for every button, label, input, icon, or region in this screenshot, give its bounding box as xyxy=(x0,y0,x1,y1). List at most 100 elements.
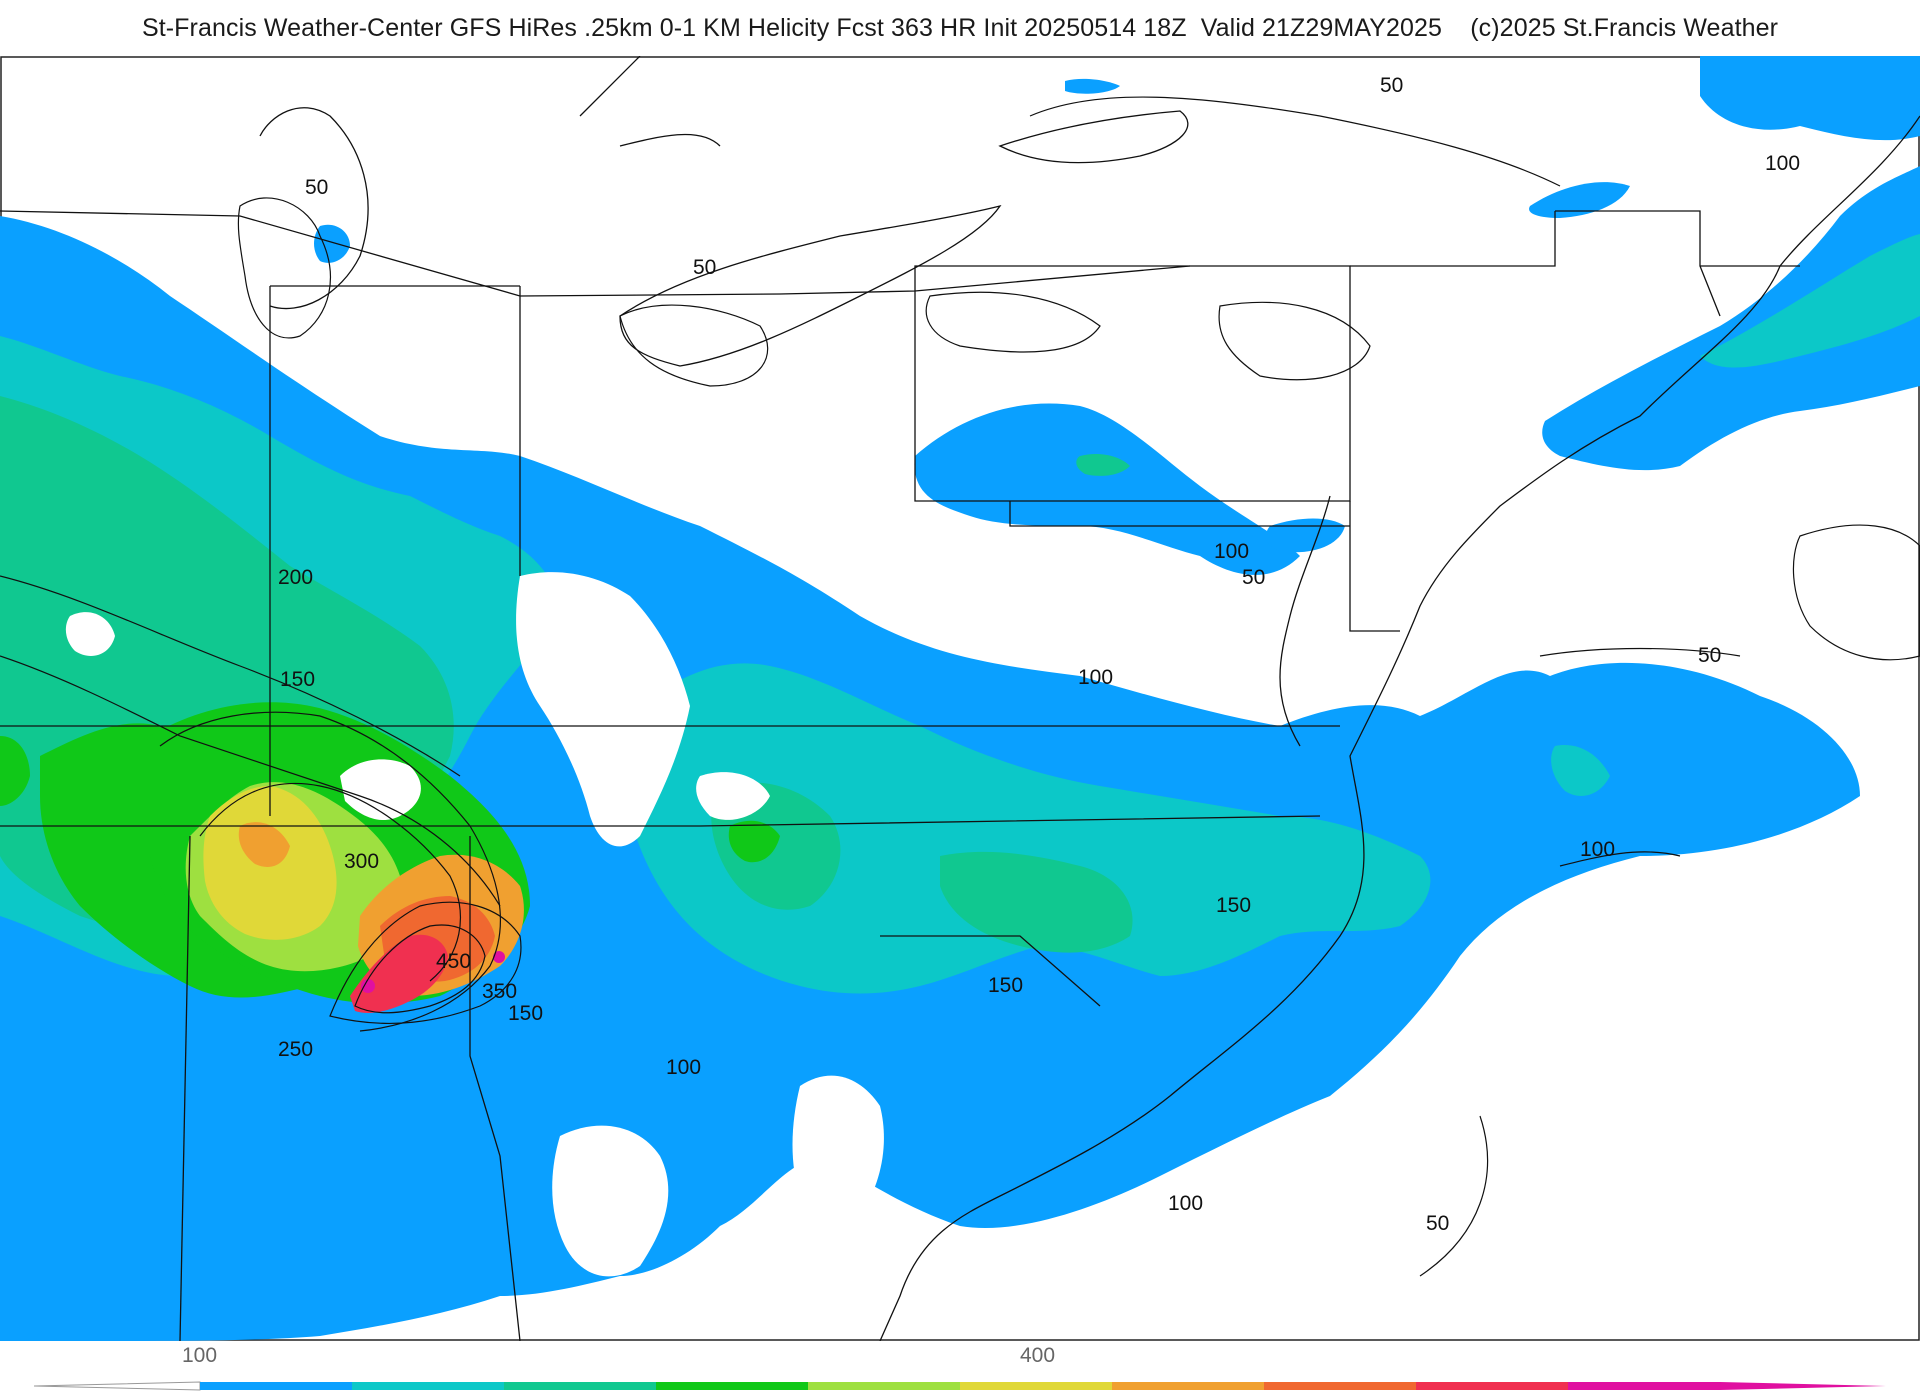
coastline-lake-huron xyxy=(579,56,721,147)
colorbar-right-arrow xyxy=(1720,1382,1886,1390)
contour-label-100: 100 xyxy=(1765,152,1800,175)
helicity-area-400-nw xyxy=(238,822,290,867)
helicity-area-150-atl xyxy=(1551,745,1610,796)
helicity-area-100-ne xyxy=(1542,166,1920,471)
contour-label-50: 50 xyxy=(305,176,328,199)
helicity-gap-indiana xyxy=(516,572,690,847)
border-ne-states xyxy=(1555,210,1800,317)
helicity-gap-west xyxy=(65,612,115,656)
contour-450 xyxy=(354,924,486,1014)
colorbar-segment xyxy=(656,1382,809,1390)
coastline-lake-michigan xyxy=(259,107,369,310)
contour-50-atlantic xyxy=(1539,647,1741,657)
contour-label-100: 100 xyxy=(666,1056,701,1079)
colorbar: 100 400 xyxy=(0,1344,1920,1400)
helicity-area-100-lakeerie xyxy=(1065,78,1120,94)
helicity-area-500 xyxy=(350,934,448,1013)
helicity-area-100-mi xyxy=(314,224,350,263)
contour-label-450: 450 xyxy=(436,950,471,973)
contour-label-100: 100 xyxy=(1214,540,1249,563)
colorbar-segment xyxy=(504,1382,657,1390)
colorbar-segment xyxy=(1112,1382,1265,1390)
contour-150-outer xyxy=(0,575,461,777)
helicity-area-250-va xyxy=(728,820,780,863)
helicity-gap-sc xyxy=(792,1075,884,1227)
contour-350 xyxy=(329,901,522,1024)
contour-50-se xyxy=(1419,1115,1489,1277)
contour-300-outer xyxy=(199,782,461,982)
contour-50-ny xyxy=(1218,301,1371,381)
contour-lines xyxy=(0,96,1920,1277)
contour-label-300: 300 xyxy=(344,850,379,873)
border-tn-ga xyxy=(179,835,191,1341)
colorbar-segment xyxy=(1264,1382,1417,1390)
helicity-area-100-pa xyxy=(914,403,1300,575)
contour-label-150: 150 xyxy=(988,974,1023,997)
contour-label-100: 100 xyxy=(1078,666,1113,689)
contour-50-pa xyxy=(925,291,1101,353)
contour-label-50: 50 xyxy=(693,256,716,279)
helicity-area-200-nc xyxy=(940,851,1133,953)
contour-label-50: 50 xyxy=(1698,644,1721,667)
state-boundaries xyxy=(0,210,1800,1341)
helicity-fill-layer xyxy=(0,56,1920,1341)
helicity-area-250-w xyxy=(0,736,30,806)
border-ga-al xyxy=(469,836,521,1341)
helicity-area-150-ne xyxy=(1700,234,1920,368)
helicity-gap-ga xyxy=(552,1125,669,1277)
contour-250-outer xyxy=(159,711,501,1032)
coastline-atlantic xyxy=(879,115,1920,1341)
contour-label-50: 50 xyxy=(1242,566,1265,589)
contour-200-outer xyxy=(0,655,501,907)
colorbar-segment xyxy=(200,1382,353,1390)
colorbar-tick-label: 400 xyxy=(1020,1344,1056,1367)
helicity-area-100-lake xyxy=(1529,182,1630,218)
contour-100-atlantic xyxy=(1559,851,1681,867)
coastline-lake-ontario xyxy=(998,110,1189,164)
helicity-area-150-mid xyxy=(627,663,1431,994)
helicity-area-100-maine xyxy=(1700,56,1920,141)
colorbar-segment xyxy=(808,1382,961,1390)
helicity-gap-ohio xyxy=(696,772,770,820)
contour-50-lower-michigan xyxy=(237,197,331,339)
map-panel: 50 50 50 100 200 150 300 450 350 150 250… xyxy=(0,56,1920,1341)
helicity-map: 50 50 50 100 200 150 300 450 350 150 250… xyxy=(0,56,1920,1341)
contour-label-350: 350 xyxy=(482,980,517,1003)
colorbar-segment xyxy=(1568,1382,1721,1390)
contour-label-150: 150 xyxy=(508,1002,543,1025)
coastline-chesapeake xyxy=(1279,495,1331,747)
contour-label-200: 200 xyxy=(278,566,313,589)
colorbar-segment xyxy=(960,1382,1113,1390)
contour-50-ne xyxy=(1029,96,1561,187)
border-ny xyxy=(1350,211,1556,267)
contour-label-50: 50 xyxy=(1380,74,1403,97)
coastlines xyxy=(259,56,1920,1341)
border-de xyxy=(1349,501,1400,632)
colorbar-strip xyxy=(33,1381,1886,1391)
contour-label-layer: 50 50 50 100 200 150 300 450 350 150 250… xyxy=(278,74,1800,1235)
border-canada-us xyxy=(0,210,1191,297)
colorbar-left-arrow xyxy=(33,1381,201,1391)
helicity-area-550-a xyxy=(361,979,375,993)
border-md xyxy=(1009,501,1350,527)
helicity-area-550-b xyxy=(493,951,505,963)
chart-title: St-Francis Weather-Center GFS HiRes .25k… xyxy=(141,14,1779,42)
contour-50-erie xyxy=(619,304,769,387)
colorbar-segment xyxy=(352,1382,505,1390)
helicity-gap-illinois xyxy=(340,759,421,821)
colorbar-segments xyxy=(200,1382,1721,1390)
contour-label-250: 250 xyxy=(278,1038,313,1061)
contour-east-ring xyxy=(1792,524,1920,661)
contour-label-150: 150 xyxy=(280,668,315,691)
contour-label-100: 100 xyxy=(1580,838,1615,861)
contour-label-50: 50 xyxy=(1426,1212,1449,1235)
coastline-lake-erie xyxy=(619,204,1002,367)
border-ky-tn xyxy=(0,815,1321,827)
colorbar-tick-label: 100 xyxy=(182,1344,218,1367)
contour-label-100: 100 xyxy=(1168,1192,1203,1215)
helicity-area-100-dc xyxy=(1265,518,1345,553)
contour-label-150: 150 xyxy=(1216,894,1251,917)
border-nc-sc xyxy=(880,935,1101,1007)
colorbar-segment xyxy=(1416,1382,1569,1390)
helicity-area-200-pa xyxy=(1076,454,1130,476)
